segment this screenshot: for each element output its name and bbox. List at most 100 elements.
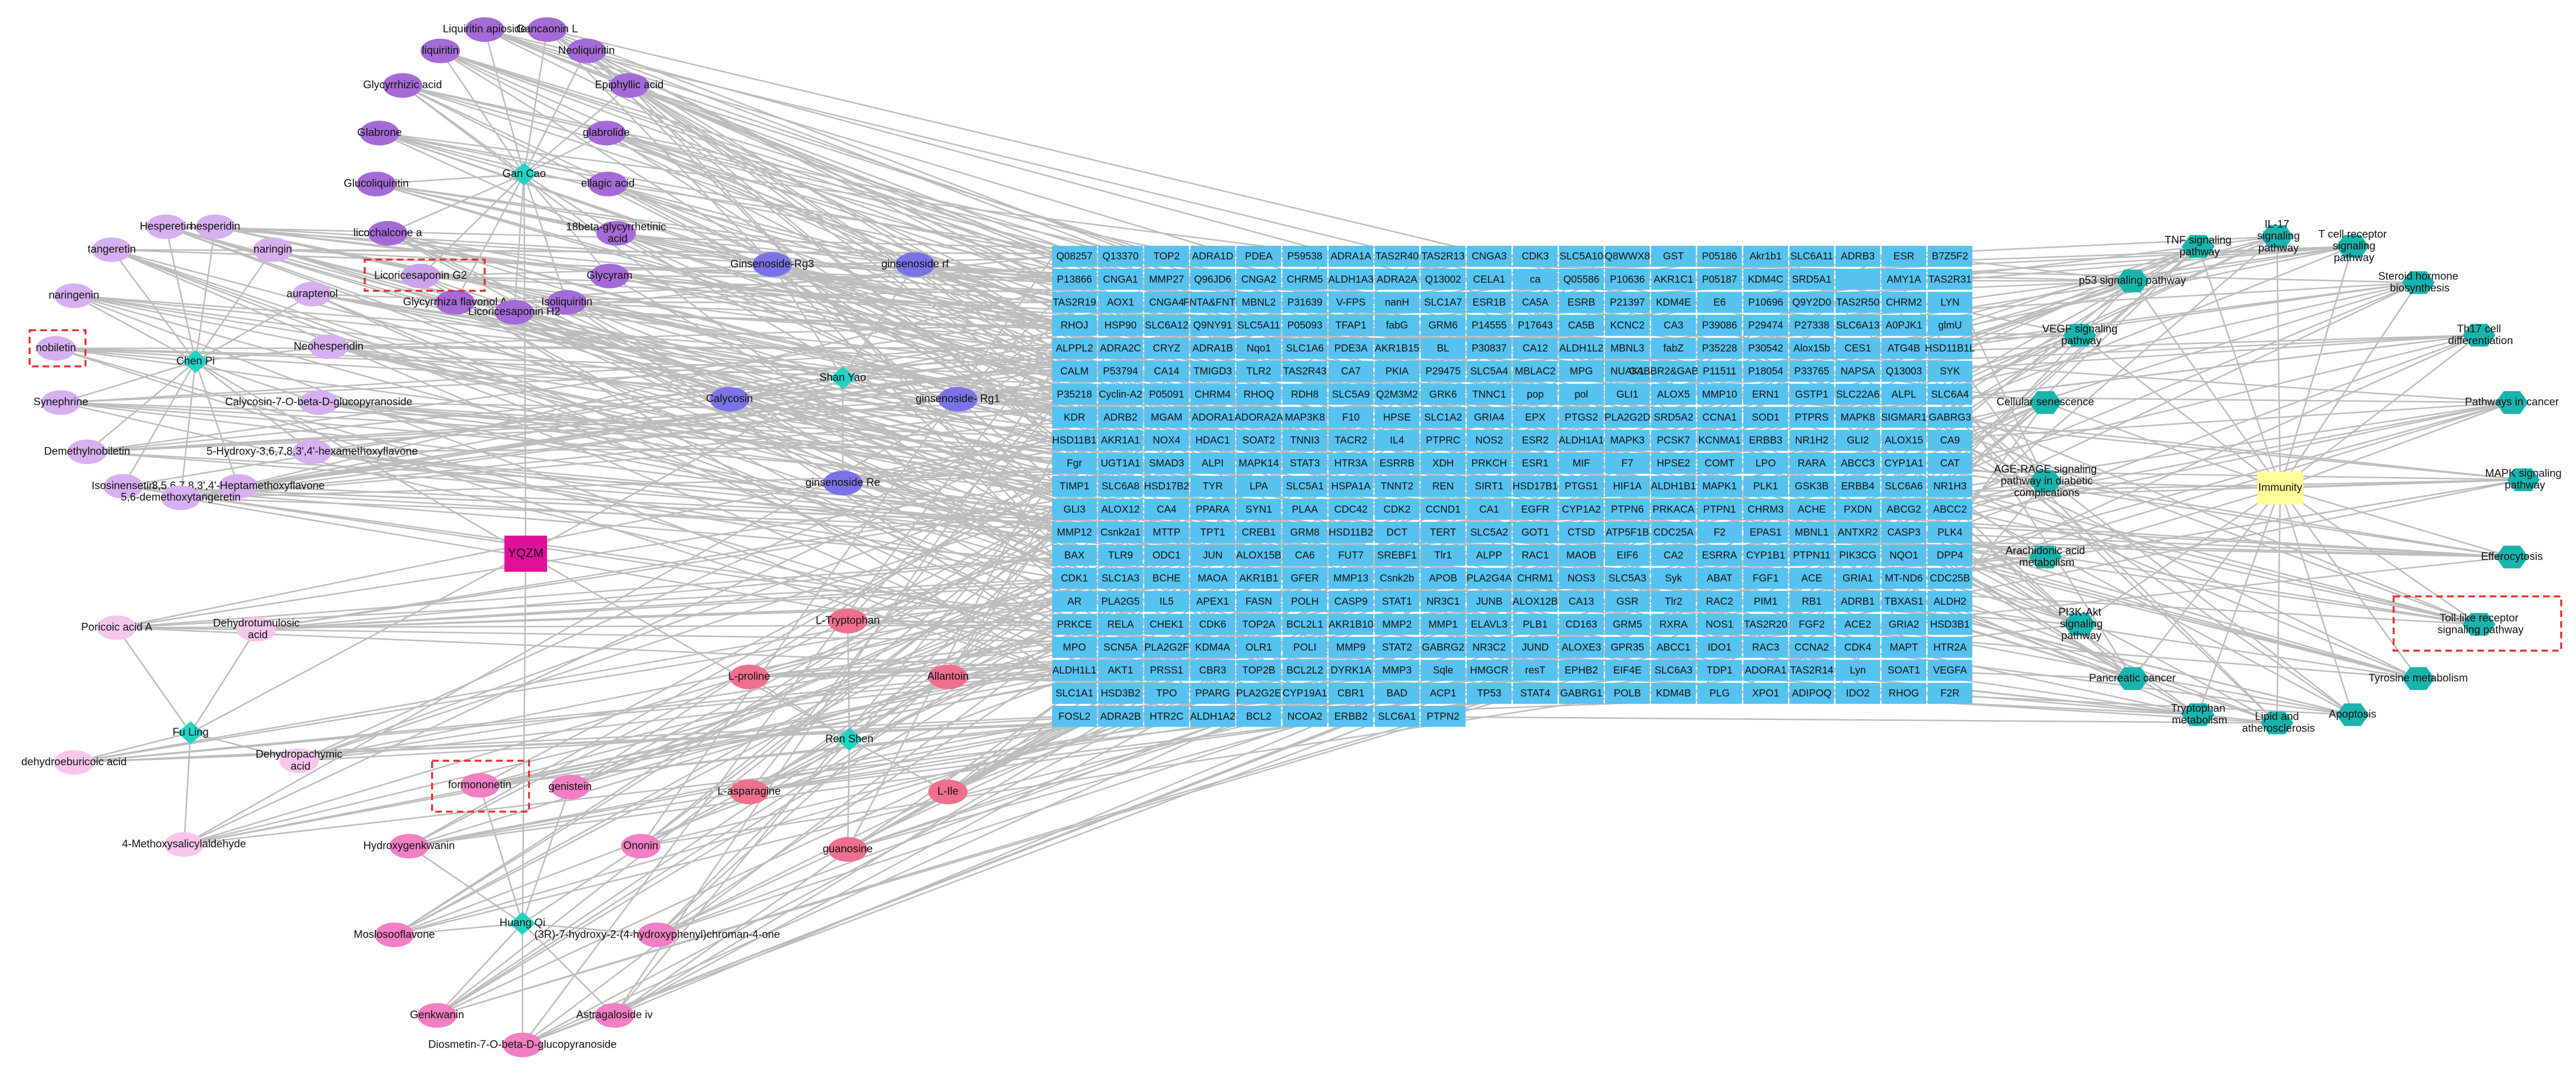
gene-node (1236, 268, 1282, 290)
gene-label: GABRG3 (1929, 411, 1971, 423)
gene-node (1605, 429, 1650, 451)
gene-node (1881, 568, 1927, 589)
gene-label: P10696 (1748, 296, 1783, 308)
gene-label: ALOX12B (1513, 595, 1558, 607)
gene-label: CDC25A (1653, 526, 1694, 538)
gene-label: PPARA (1196, 503, 1230, 515)
gene-label: TNNC1 (1472, 388, 1506, 400)
node-label: naringenin (49, 289, 99, 301)
gene-label: BCHE (1153, 572, 1181, 584)
gene-label: SLC6A4 (1931, 388, 1969, 400)
node-label: Th17 cell differentiation (2445, 322, 2512, 346)
gene-node (1328, 545, 1373, 566)
node-label: L-proline (728, 670, 770, 682)
edge (387, 173, 525, 234)
gene-label: MAPK14 (1239, 457, 1279, 469)
gene-label: JUN (1203, 549, 1223, 561)
gene-node (1651, 315, 1696, 336)
gene-node (1328, 315, 1373, 336)
gene-node (1144, 682, 1189, 704)
edge (2280, 487, 2419, 679)
gene-label: HMGCR (1470, 664, 1508, 676)
gene-node (1374, 361, 1420, 382)
gene-node (1789, 499, 1834, 520)
gene-node (1881, 613, 1927, 635)
gene-label: GLI1 (1616, 388, 1639, 400)
edge (1971, 532, 2081, 625)
gene-label: ACHE (1797, 503, 1826, 515)
node-label: naringin (253, 242, 292, 255)
gene-label: CELA1 (1473, 273, 1506, 285)
gene-label: AKR1B15 (1374, 342, 1419, 354)
gene-label: CES1 (1844, 342, 1871, 354)
gene-node (1605, 659, 1650, 681)
gene-node (1559, 659, 1604, 681)
gene-label: MBNL1 (1795, 526, 1829, 538)
node-label: AGE-RAGE signaling pathway in diabetic c… (1994, 462, 2097, 498)
gene-node (1881, 361, 1927, 382)
edge (1234, 554, 2480, 625)
edge (522, 669, 1514, 1046)
gene-node (1420, 406, 1466, 428)
gene-label: ESRRB (1380, 457, 1415, 469)
compound-node (309, 334, 349, 359)
edge (195, 361, 319, 404)
gene-node (1927, 406, 1973, 428)
edge (61, 361, 196, 404)
label-line: signaling pathway (2434, 623, 2524, 635)
gene-node (1282, 568, 1327, 589)
label-line: T cell receptor (2318, 228, 2387, 240)
gene-label: CNGA4 (1149, 296, 1184, 308)
gene-node (1144, 384, 1189, 405)
gene-label: CCND1 (1426, 503, 1461, 515)
gene-label: SLC6A11 (1790, 250, 1833, 262)
gene-label: OLR1 (1246, 641, 1272, 653)
gene-node (1052, 613, 1097, 635)
gene-node (1743, 659, 1788, 681)
gene-label: TYR (1203, 480, 1223, 492)
gene-label: HSD11B2 (1329, 526, 1373, 538)
gene-label: LPO (1756, 457, 1776, 469)
gene-label: CDK6 (1199, 618, 1226, 630)
label-line: pathway (2255, 241, 2300, 254)
compound-node (709, 386, 749, 412)
gene-node (1559, 682, 1604, 704)
gene-node (1420, 568, 1466, 589)
gene-label: P05187 (1702, 273, 1737, 285)
gene-node (1144, 429, 1189, 451)
gene-node (1052, 705, 1097, 727)
gene-node (1144, 406, 1189, 428)
gene-node (1190, 292, 1235, 313)
gene-node (1236, 406, 1282, 428)
gene-label: SLC1A6 (1286, 342, 1323, 354)
gene-label: CHRM2 (1886, 296, 1922, 308)
gene-label: ADRA2C (1100, 342, 1141, 354)
gene-node (1144, 361, 1189, 382)
pathway-node (2462, 324, 2496, 347)
gene-node (1374, 545, 1420, 566)
edge (180, 361, 196, 498)
gene-label: TAS2R43 (1283, 365, 1327, 377)
gene-label: CRYZ (1153, 342, 1180, 354)
gene-label: MMP10 (1702, 388, 1737, 400)
gene-label: F2 (1714, 526, 1726, 538)
edge (1786, 325, 2353, 716)
gene-node (1513, 659, 1558, 681)
gene-node (1190, 315, 1235, 336)
label-line: AGE-RAGE signaling (1994, 462, 2097, 475)
node-label: Dehydropachymic acid (256, 748, 342, 772)
gene-node (1651, 338, 1696, 359)
gene-node (1743, 499, 1788, 520)
gene-label: GRIA1 (1843, 572, 1873, 584)
gene-node (1559, 545, 1604, 566)
edge (522, 922, 615, 1016)
node-label: liquiritin (422, 44, 458, 56)
compound-node (827, 837, 867, 862)
gene-node (1835, 475, 1880, 497)
gene-node (1927, 429, 1973, 451)
gene-node (1697, 682, 1742, 704)
gene-node (1743, 568, 1788, 589)
edge (436, 532, 1054, 1016)
gene-node (1835, 568, 1880, 589)
gene-node (1236, 338, 1282, 359)
